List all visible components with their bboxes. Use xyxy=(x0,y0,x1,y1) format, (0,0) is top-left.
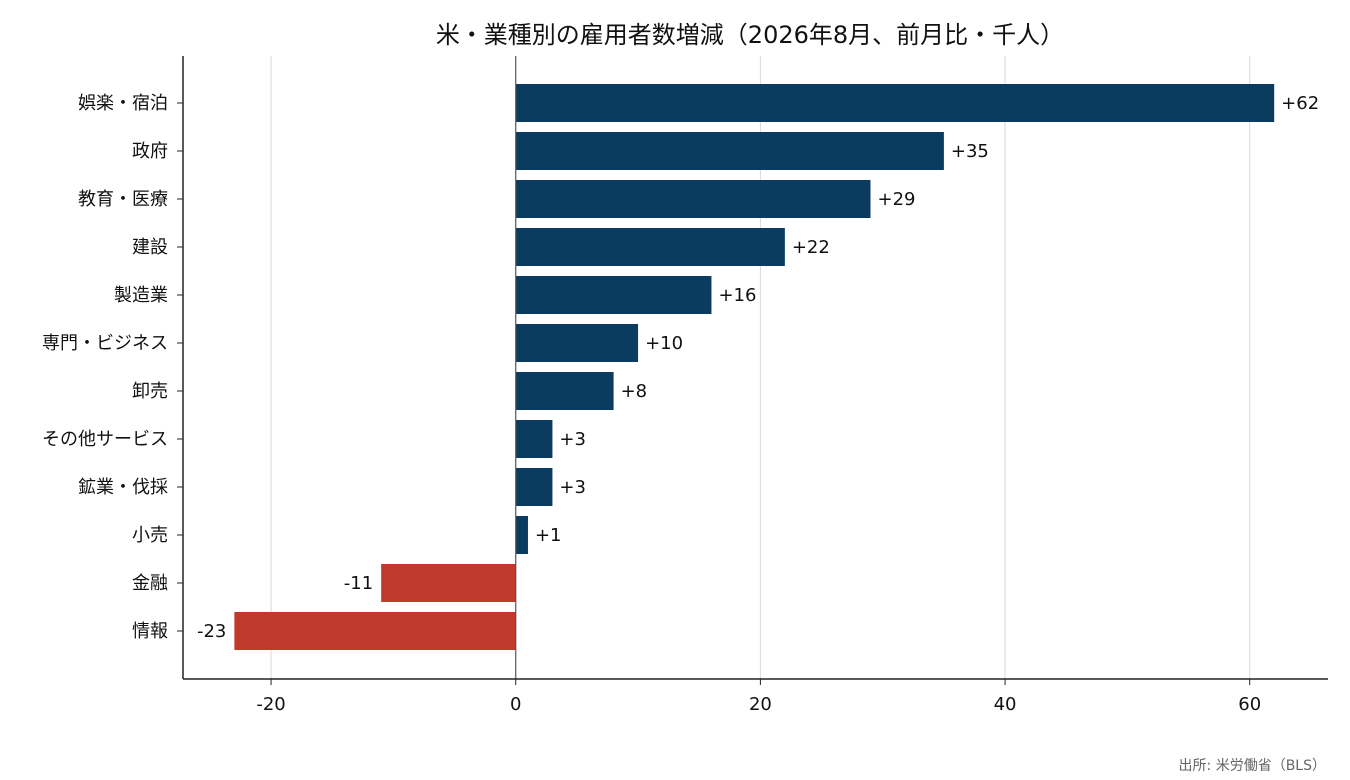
data-label: +62 xyxy=(1281,93,1319,114)
y-tick-label: 金融 xyxy=(132,573,168,594)
y-tick-label: 卸売 xyxy=(132,381,168,402)
y-tick-label: 政府 xyxy=(132,141,168,162)
data-label: +29 xyxy=(877,189,915,210)
data-label: +35 xyxy=(951,141,989,162)
y-tick-label: 教育・医療 xyxy=(78,189,168,210)
bar xyxy=(381,564,516,602)
y-tick-label: 小売 xyxy=(132,525,168,546)
x-tick-label: 40 xyxy=(994,694,1017,715)
bars-layer xyxy=(234,84,1275,650)
y-tick-label: 情報 xyxy=(132,621,168,642)
source-note: 出所: 米労働省（BLS） xyxy=(1179,758,1326,774)
bar xyxy=(515,228,785,266)
labels-layer: +62 +35 +29 +22 +16 +10 +8 +3 +3 +1 -11 -23 xyxy=(197,93,1319,642)
bar xyxy=(515,420,553,458)
data-label: +1 xyxy=(535,525,562,546)
y-tick-label: 製造業 xyxy=(114,285,168,306)
x-tick-label: -20 xyxy=(256,694,285,715)
y-tick-label: その他サービス xyxy=(42,429,168,450)
bar xyxy=(515,84,1275,122)
data-label: +16 xyxy=(718,285,756,306)
bar xyxy=(515,324,639,362)
bar xyxy=(515,516,528,554)
data-label: +3 xyxy=(559,477,586,498)
y-tick-label: 建設 xyxy=(132,237,168,258)
x-tick-label: 60 xyxy=(1238,694,1261,715)
y-tick-label: 専門・ビジネス xyxy=(42,333,168,354)
x-tick-label: 0 xyxy=(510,694,521,715)
data-label: -11 xyxy=(344,573,373,594)
x-tick-label: 20 xyxy=(749,694,772,715)
bar xyxy=(515,372,614,410)
y-tick-label: 鉱業・伐採 xyxy=(78,477,168,498)
bar xyxy=(234,612,516,650)
data-label: +3 xyxy=(559,429,586,450)
axes-layer: -20 0 20 40 60 娯楽・宿泊政府教育・医療建設製造業専門・ビジネス卸売その他サ… xyxy=(42,56,1328,715)
bar xyxy=(515,468,553,506)
bar xyxy=(515,132,944,170)
data-label: +22 xyxy=(792,237,830,258)
data-label: +8 xyxy=(621,381,648,402)
y-tick-label: 娯楽・宿泊 xyxy=(78,93,168,114)
data-label: -23 xyxy=(197,621,226,642)
bar xyxy=(515,180,871,218)
data-label: +10 xyxy=(645,333,683,354)
chart-title: 米・業種別の雇用者数増減（2026年8月、前月比・千人） xyxy=(436,21,1064,49)
bar xyxy=(515,276,712,314)
